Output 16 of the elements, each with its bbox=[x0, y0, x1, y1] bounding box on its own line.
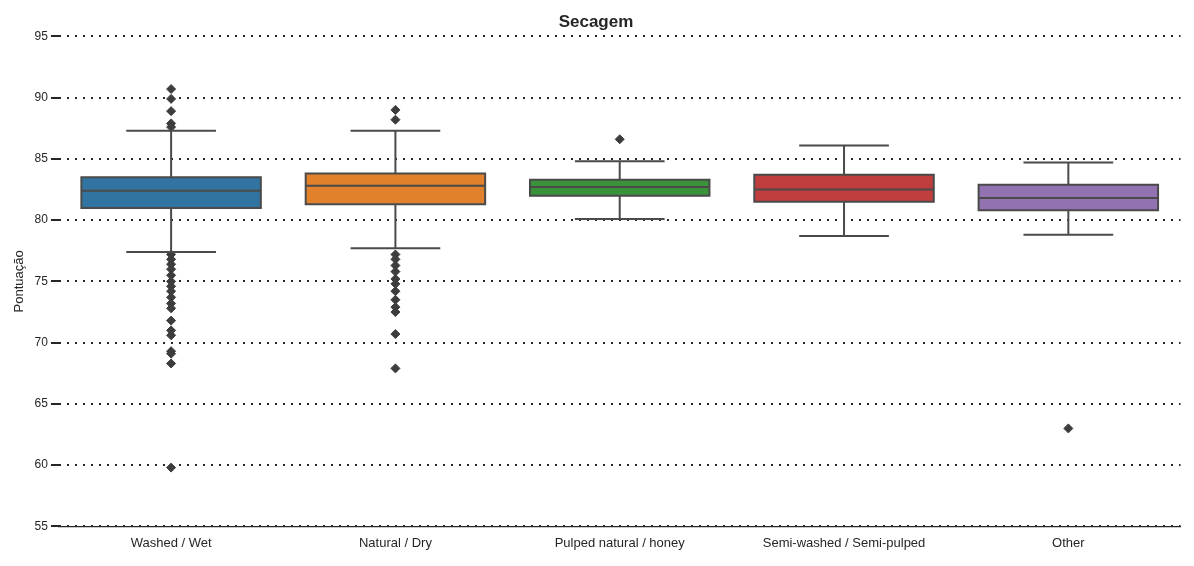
y-tick-label: 90 bbox=[34, 89, 49, 104]
y-tick-label: 65 bbox=[34, 396, 49, 411]
y-tick-label: 60 bbox=[34, 457, 49, 472]
x-tick-label: Natural / Dry bbox=[358, 534, 433, 550]
y-tick-label: 70 bbox=[34, 334, 49, 349]
y-tick-label: 80 bbox=[34, 212, 49, 227]
y-tick-label: 75 bbox=[34, 273, 49, 288]
x-tick-label: Other bbox=[1052, 534, 1086, 550]
y-axis-title: Pontuação bbox=[11, 250, 27, 313]
y-tick-label: 85 bbox=[34, 151, 49, 166]
x-tick-label: Semi-washed / Semi-pulped bbox=[762, 534, 926, 550]
x-tick-label: Pulped natural / honey bbox=[554, 534, 686, 550]
y-tick-label: 55 bbox=[34, 518, 49, 533]
y-tick-label: 95 bbox=[34, 28, 49, 43]
chart-title: Secagem bbox=[558, 11, 634, 31]
x-tick-label: Washed / Wet bbox=[130, 534, 212, 550]
